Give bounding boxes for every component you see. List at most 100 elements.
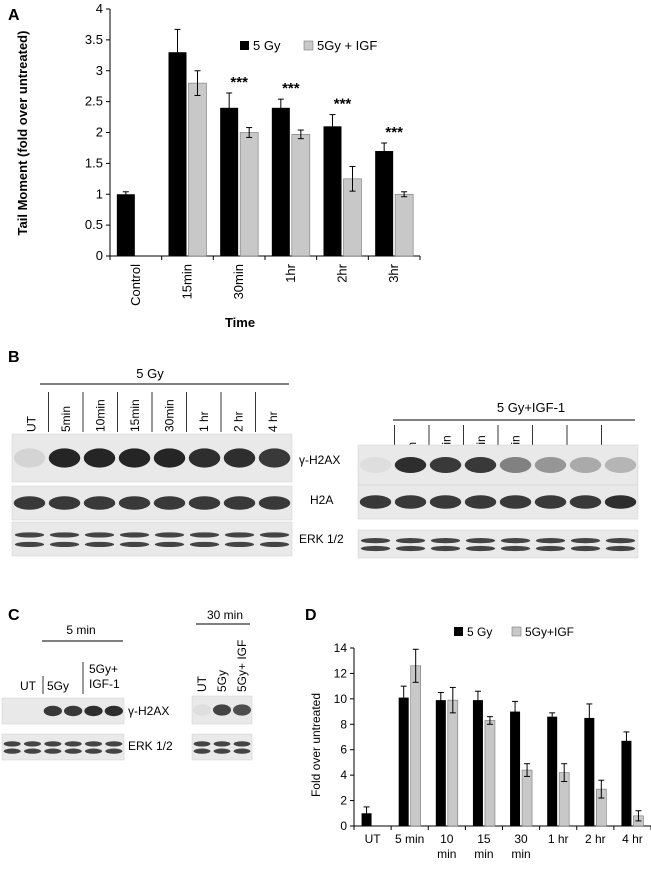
bar-series-1 [168, 52, 187, 256]
blot-band [534, 495, 567, 509]
blot-band [49, 541, 80, 548]
blot-panel-c: 5 min 30 min γ-H2AX ERK 1/2 UT 5Gy 5Gy+ IGF… [1, 608, 253, 761]
lane-label: 4 hr [266, 411, 280, 432]
blot-band [394, 457, 427, 473]
bar-series-2 [521, 769, 533, 827]
blot-band [3, 741, 21, 747]
blot-band [570, 545, 601, 552]
blot-band [360, 545, 391, 552]
blot-c-right-group-label: 30 min [207, 608, 243, 622]
chart-a: Tail Moment (fold over untreated) Time 0… [15, 1, 421, 330]
y-tick-label: 1 [96, 186, 103, 201]
blot-band [64, 748, 82, 754]
blot-band [395, 538, 426, 544]
legend-label-1: 5 Gy [467, 625, 492, 639]
blot-c-strip-erk-left [1, 733, 125, 761]
bar-series-1 [510, 711, 521, 826]
blot-band [233, 748, 251, 754]
bar-series-1 [271, 107, 290, 256]
blot-band [604, 495, 637, 509]
lane-label: UT [195, 675, 209, 692]
blot-band [153, 448, 186, 468]
blot-band [84, 705, 103, 717]
blot-b-right-group-label: 5 Gy+IGF-1 [497, 400, 565, 415]
category-label: 1hr [283, 263, 298, 282]
blot-band [64, 705, 83, 717]
blot-band [464, 457, 497, 473]
category-label: Control [128, 264, 143, 306]
lane-label: 10min [93, 399, 107, 432]
blot-band [570, 538, 601, 544]
y-tick-label: 3 [96, 63, 103, 78]
blot-band [500, 538, 531, 544]
chart-d: Fold over untreated 0 2 4 6 8 10 12 14 UT 5 min 10… [309, 625, 651, 861]
blot-band [535, 545, 566, 552]
y-tick-label: 12 [334, 666, 348, 680]
blot-label-erk: ERK 1/2 [299, 532, 344, 546]
bar-series-1 [547, 716, 558, 826]
lane-label: 5Gy+ IGF [235, 640, 249, 692]
blot-label-gh2ax: γ-H2AX [299, 453, 340, 467]
lane-label: 5Gy+ IGF-1 [89, 662, 120, 691]
blot-band [465, 538, 496, 544]
blot-band [465, 545, 496, 552]
blot-band [193, 704, 211, 716]
y-tick-label: 4 [340, 768, 347, 782]
lane-label: 2 hr [231, 411, 245, 432]
significance-marker: *** [282, 80, 300, 97]
y-tick-label: 14 [334, 641, 348, 655]
significance-marker: *** [334, 96, 352, 113]
blot-band [119, 541, 150, 548]
blot-band [223, 448, 256, 468]
category-label: 4 hr [622, 832, 643, 846]
panel-letter-c: C [8, 607, 20, 624]
y-tick-label: 6 [340, 743, 347, 757]
bar-series-1 [323, 126, 342, 256]
blot-band [213, 741, 231, 747]
category-label: 5 min [395, 832, 424, 846]
blot-band [233, 741, 251, 747]
category-label: 3hr [386, 263, 401, 282]
blot-band [213, 704, 231, 716]
blot-band [188, 448, 221, 468]
blot-band [534, 457, 567, 473]
blot-band [258, 448, 291, 468]
blot-band [23, 741, 42, 747]
legend-swatch-2 [511, 626, 522, 637]
blot-band [258, 496, 291, 510]
blot-strip-erk-left [11, 521, 293, 557]
panel-letter-d: D [305, 607, 317, 624]
blot-strip-erk-right [357, 529, 639, 559]
chart-d-ylabel: Fold over untreated [309, 693, 323, 797]
bar-series-2 [447, 699, 459, 827]
blot-band [430, 538, 461, 544]
blot-band [224, 532, 255, 538]
blot-band [64, 741, 82, 747]
blot-band [604, 457, 637, 473]
blot-band [84, 748, 103, 754]
blot-band [223, 496, 256, 510]
legend-label-2: 5Gy+IGF [525, 625, 574, 639]
blot-band [213, 748, 231, 754]
y-tick-label: 8 [340, 717, 347, 731]
lane-label: UT [20, 679, 37, 693]
blot-band [430, 545, 461, 552]
blot-band [105, 741, 123, 747]
blot-band [189, 541, 220, 548]
y-tick-label: 2.5 [85, 94, 103, 109]
blot-band [84, 532, 115, 538]
chart-a-ylabel: Tail Moment (fold over untreated) [15, 31, 30, 236]
category-label: 2hr [335, 263, 350, 282]
bar-series-1 [220, 107, 239, 256]
blot-band [359, 457, 392, 473]
blot-band [259, 541, 290, 548]
panel-letter-a: A [8, 7, 20, 24]
blot-band [464, 495, 497, 509]
y-tick-label: 0 [340, 819, 347, 833]
bar-series-2 [410, 665, 421, 827]
blot-band [224, 541, 255, 548]
blot-band [193, 748, 211, 754]
y-tick-label: 10 [334, 692, 348, 706]
